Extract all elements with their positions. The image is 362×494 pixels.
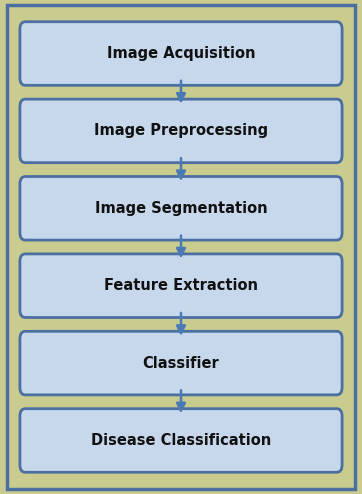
FancyBboxPatch shape — [20, 409, 342, 472]
FancyBboxPatch shape — [20, 22, 342, 85]
FancyBboxPatch shape — [20, 254, 342, 318]
Text: Disease Classification: Disease Classification — [91, 433, 271, 448]
Text: Image Segmentation: Image Segmentation — [95, 201, 267, 216]
FancyBboxPatch shape — [20, 176, 342, 240]
FancyBboxPatch shape — [20, 99, 342, 163]
Text: Image Acquisition: Image Acquisition — [107, 46, 255, 61]
FancyBboxPatch shape — [7, 5, 355, 489]
Text: Feature Extraction: Feature Extraction — [104, 278, 258, 293]
FancyBboxPatch shape — [20, 331, 342, 395]
Text: Classifier: Classifier — [143, 356, 219, 370]
Text: Image Preprocessing: Image Preprocessing — [94, 124, 268, 138]
